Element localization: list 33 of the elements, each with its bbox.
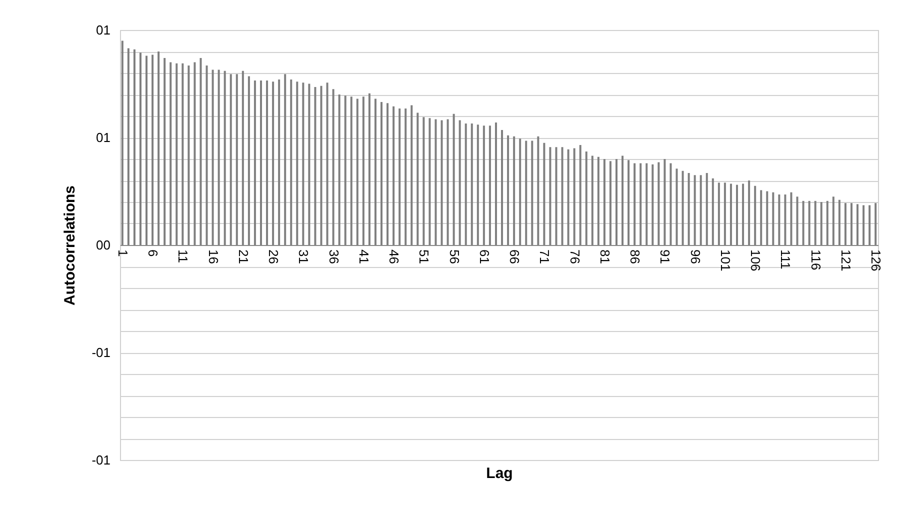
y-axis-title: Autocorrelations: [62, 185, 79, 306]
x-tick-label: 76: [567, 250, 582, 264]
x-tick-label: 101: [718, 250, 733, 272]
y-tick-label: 00: [96, 238, 110, 252]
x-tick-label: 96: [688, 250, 703, 264]
x-tick-label: 106: [748, 250, 764, 272]
x-tick-label: 61: [476, 250, 492, 264]
y-tick-label: 01: [96, 130, 110, 145]
x-tick-label: 16: [206, 250, 221, 264]
y-tick-label: -01: [92, 345, 110, 360]
x-tick-label: 66: [507, 250, 522, 264]
x-tick-label: 86: [628, 250, 643, 264]
x-tick-label: 116: [808, 250, 824, 270]
x-tick-label: 31: [296, 250, 312, 264]
x-tick-label: 1: [115, 250, 130, 257]
x-tick-label: 11: [176, 250, 191, 263]
x-tick-label: 36: [326, 250, 342, 264]
x-tick-label: 81: [597, 250, 612, 264]
x-tick-label: 111: [778, 250, 794, 270]
x-tick-label: 46: [386, 250, 402, 264]
x-tick-label: 91: [658, 250, 673, 264]
x-tick-label: 126: [868, 250, 884, 272]
x-axis-title: Lag: [486, 465, 513, 482]
y-tick-label: -01: [92, 452, 110, 468]
x-tick-label: 56: [446, 250, 462, 264]
y-tick-label: 01: [96, 22, 110, 38]
x-tick-label: 21: [236, 250, 251, 264]
x-tick-label: 41: [356, 250, 372, 264]
x-tick-label: 121: [838, 250, 854, 272]
x-tick-label: 51: [416, 250, 432, 264]
x-tick-label: 71: [537, 250, 552, 264]
x-tick-label: 6: [146, 250, 161, 257]
x-tick-label: 26: [266, 250, 282, 264]
